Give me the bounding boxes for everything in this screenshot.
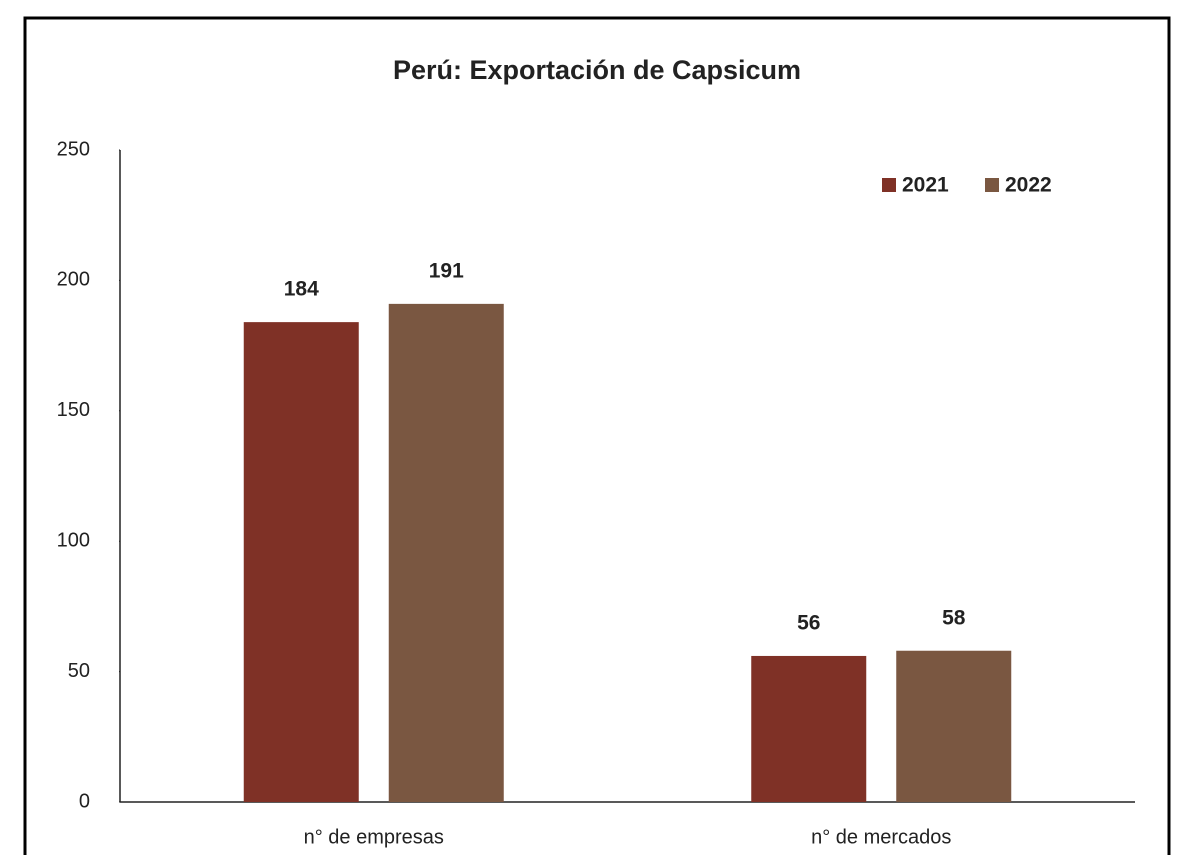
chart-title: Perú: Exportación de Capsicum [393, 55, 801, 85]
legend-swatch [882, 178, 896, 192]
legend-swatch [985, 178, 999, 192]
legend-label: 2021 [902, 174, 949, 197]
y-tick-label: 100 [57, 529, 90, 551]
chart-border [23, 16, 1171, 855]
y-tick-label: 150 [57, 399, 90, 421]
legend-label: 2022 [1005, 174, 1052, 197]
y-tick-label: 50 [68, 660, 90, 682]
value-label: 58 [942, 606, 966, 629]
bar [243, 322, 359, 802]
bar [388, 303, 504, 802]
x-tick-label: n° de mercados [811, 826, 951, 848]
bar [751, 655, 867, 802]
value-label: 56 [797, 611, 820, 634]
value-label: 191 [429, 259, 464, 282]
value-label: 184 [284, 278, 319, 301]
y-tick-label: 250 [57, 138, 90, 160]
x-tick-label: n° de empresas [304, 826, 444, 848]
y-tick-label: 0 [79, 790, 90, 812]
bar [896, 650, 1012, 802]
y-tick-label: 200 [57, 269, 90, 291]
